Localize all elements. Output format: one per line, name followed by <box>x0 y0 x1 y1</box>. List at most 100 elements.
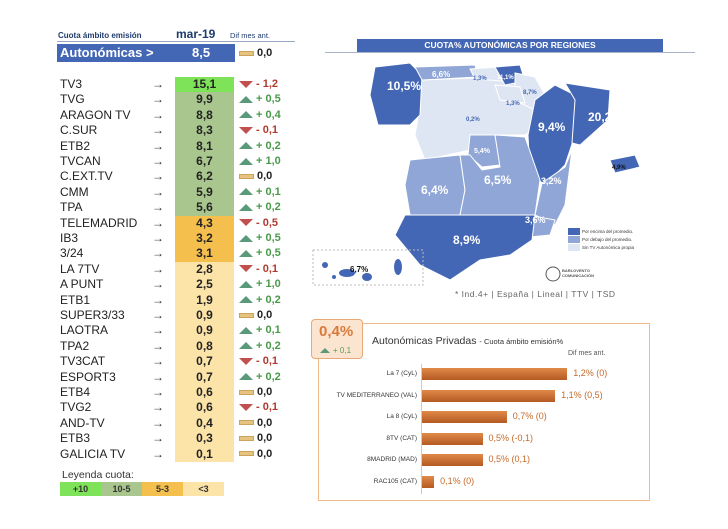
region-cataluna <box>564 82 611 146</box>
arrow-right-icon: → <box>152 169 164 184</box>
diff-value: - 1,2 <box>239 77 278 92</box>
share-value: 9,9 <box>175 92 234 108</box>
map-legend-above: Por encima del promedio. <box>582 229 634 234</box>
map-legend-none: Sin TV Autonómica propia <box>582 245 634 250</box>
diff-text: + 0,1 <box>256 324 281 337</box>
diff-value: + 0,1 <box>239 185 281 200</box>
bar <box>422 432 483 445</box>
channel-name: GALICIA TV <box>60 446 126 461</box>
share-value: 0,7 <box>175 369 234 385</box>
table-row: 3/24 → 3,1 + 0,5 <box>57 246 297 262</box>
up-arrow-icon <box>239 95 253 103</box>
share-value: 0,4 <box>175 415 234 432</box>
channel-name: LA 7TV <box>60 261 100 276</box>
table-row: ARAGON TV → 8,8 + 0,4 <box>57 107 297 124</box>
diff-value: + 0,2 <box>239 293 281 308</box>
diff-value: - 0,1 <box>239 262 278 277</box>
bar <box>422 368 568 380</box>
arrow-right-icon: → <box>152 354 164 369</box>
label-murcia: 3,6% <box>525 215 546 225</box>
diff-text: - 0,5 <box>256 216 279 229</box>
diff-text: - 0,1 <box>256 401 279 414</box>
bar <box>422 389 556 402</box>
table-row: SUPER3/33 → 0,9 0,0 <box>57 308 297 324</box>
label-canarias: 6,7% <box>350 265 369 274</box>
bar-category-label: 8TV (CAT) <box>386 434 417 442</box>
channel-name: TV3 <box>60 77 83 91</box>
map-legend <box>568 228 580 251</box>
diff-text: + 0,5 <box>256 93 281 106</box>
up-arrow-icon <box>239 373 253 381</box>
diff-value: + 1,0 <box>239 277 281 292</box>
label-pais-vasco: 11,1% <box>497 75 514 81</box>
legend-item: +10 <box>60 482 101 496</box>
share-value: 5,6 <box>175 200 234 216</box>
region-baleares <box>609 154 641 174</box>
down-arrow-icon <box>239 126 253 134</box>
diff-value: 0,0 <box>239 447 272 462</box>
bar-category-label: TV MEDITERRANEO (VAL) <box>336 391 417 399</box>
channel-name: ARAGON TV <box>60 107 131 122</box>
table-row: LA 7TV → 2,8 - 0,1 <box>57 261 297 278</box>
up-arrow-icon <box>239 342 253 350</box>
label-aragon: 9,4% <box>538 120 566 134</box>
region-andalucia <box>394 214 536 281</box>
label-baleares: 4,9% <box>612 165 626 171</box>
table-row: ETB3 → 0,3 0,0 <box>57 431 297 447</box>
channel-name: TVG <box>60 92 85 107</box>
arrow-right-icon: → <box>152 277 164 292</box>
up-arrow-icon <box>239 188 253 196</box>
arrow-right-icon: → <box>152 338 164 353</box>
diff-value: + 0,5 <box>239 246 281 261</box>
diff-text: + 0,4 <box>256 108 281 121</box>
table-row: ETB1 → 1,9 + 0,2 <box>57 292 297 308</box>
up-arrow-icon <box>239 280 253 288</box>
flat-icon <box>239 312 254 318</box>
share-value: 8,8 <box>175 107 234 124</box>
channel-name: TVG2 <box>60 400 92 415</box>
diff-value: + 0,2 <box>239 339 281 354</box>
axis-line <box>421 364 422 494</box>
table-row: ESPORT3 → 0,7 + 0,2 <box>57 369 297 385</box>
table-row: TV3CAT → 0,7 - 0,1 <box>57 354 297 370</box>
down-arrow-icon <box>239 265 253 273</box>
up-arrow-icon <box>320 348 330 354</box>
share-value: 0,6 <box>175 385 234 401</box>
table-row: ETB2 → 8,1 + 0,2 <box>57 138 297 154</box>
up-arrow-icon <box>239 111 253 119</box>
share-value: 4,3 <box>175 215 234 231</box>
arrow-right-icon: → <box>152 446 164 461</box>
share-value: 8,3 <box>175 123 234 139</box>
month-header: mar-19 <box>176 27 216 41</box>
flat-icon <box>239 435 254 441</box>
channel-name: ESPORT3 <box>60 369 116 384</box>
summary-diff: 0,0 <box>239 47 272 59</box>
share-value: 2,5 <box>175 277 234 293</box>
flat-icon <box>239 173 254 179</box>
private-diff-label: Dif mes ant. <box>568 350 606 357</box>
table-row: C.SUR → 8,3 - 0,1 <box>57 123 297 139</box>
table-row: C.EXT.TV → 6,2 0,0 <box>57 169 297 185</box>
share-value: 3,2 <box>175 231 234 247</box>
region-canarias <box>322 259 402 281</box>
up-arrow-icon <box>239 326 253 334</box>
diff-text: 0,0 <box>257 416 273 429</box>
table-row: TELEMADRID → 4,3 - 0,5 <box>57 215 297 231</box>
diff-text: + 0,5 <box>256 232 281 244</box>
table-row: A PUNT → 2,5 + 1,0 <box>57 277 297 293</box>
share-value: 0,3 <box>175 431 234 447</box>
diff-value: + 0,2 <box>239 200 281 215</box>
diff-value: + 0,1 <box>239 323 281 338</box>
channel-name: AND-TV <box>60 415 105 430</box>
summary-label: Autonómicas > <box>60 45 154 60</box>
flat-icon <box>239 389 254 395</box>
divider <box>57 41 295 42</box>
down-arrow-icon <box>239 80 253 88</box>
table-header-label: Cuota ámbito emisión <box>58 31 142 40</box>
bar-value-label: 0,7% (0) <box>512 411 547 422</box>
diff-value: + 0,4 <box>239 108 281 123</box>
diff-text: - 0,1 <box>256 124 279 137</box>
diff-text: + 1,0 <box>256 155 281 167</box>
channel-name: TPA2 <box>60 338 90 353</box>
label-valencia: 3,2% <box>541 176 562 186</box>
